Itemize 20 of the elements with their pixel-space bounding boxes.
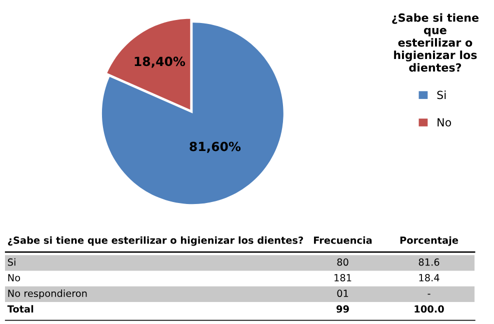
legend-label: No bbox=[438, 118, 452, 127]
text: - bbox=[428, 294, 430, 295]
legend-title: ¿Sabe si tiene que esterilizar o higienizar los dientes? bbox=[392, 13, 479, 72]
data-label: 81,60% bbox=[190, 142, 241, 153]
text: Total bbox=[7, 305, 34, 313]
text: 181 bbox=[334, 274, 352, 282]
text: Si bbox=[8, 258, 16, 266]
text: No respondieron bbox=[8, 290, 87, 299]
text: No bbox=[8, 274, 20, 282]
text: 18.4 bbox=[419, 274, 440, 282]
text: Frecuencia bbox=[314, 236, 372, 244]
text: 01 bbox=[337, 290, 348, 298]
legend-label: Si bbox=[437, 90, 446, 100]
text: Porcentaje bbox=[400, 236, 458, 246]
text: 80 bbox=[337, 258, 348, 266]
text: 81.6 bbox=[418, 258, 440, 266]
text: 100.0 bbox=[414, 305, 444, 313]
data-label: 18,40% bbox=[134, 56, 186, 68]
text: ¿Sabe si tiene que esterilizar o higienizar los dientes? bbox=[8, 236, 304, 246]
text: 99 bbox=[336, 305, 349, 313]
